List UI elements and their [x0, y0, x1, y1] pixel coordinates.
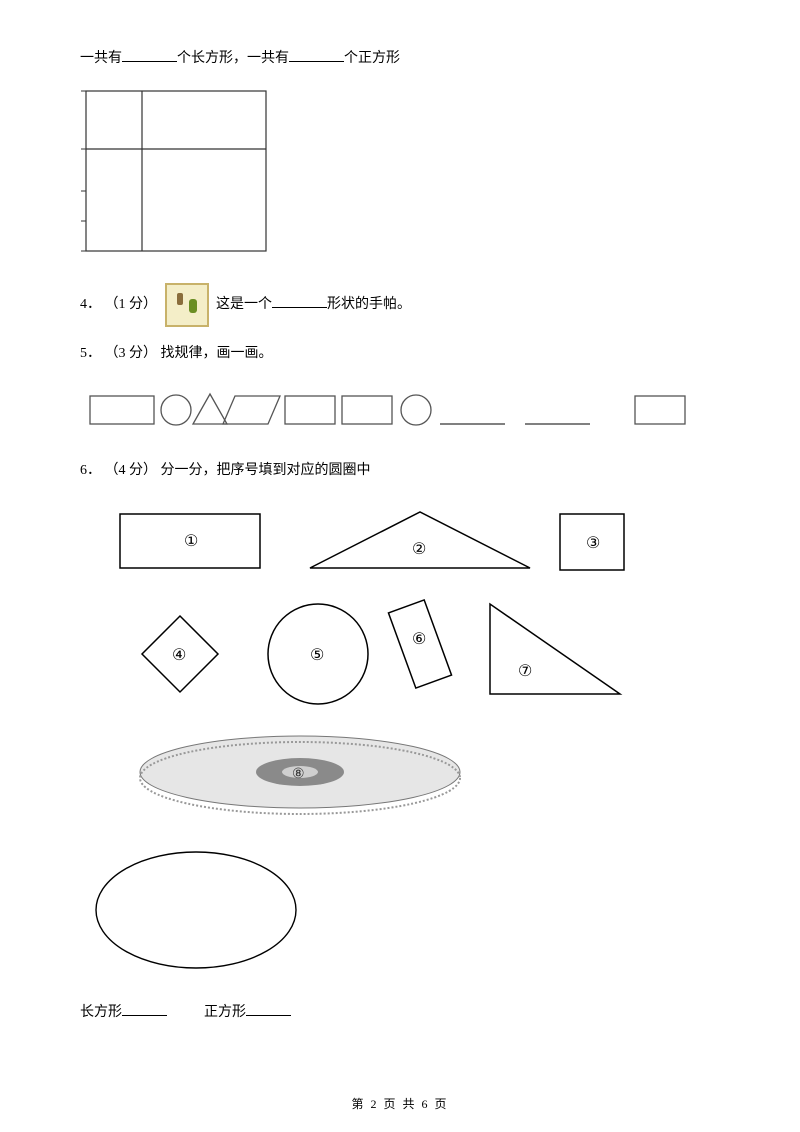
q6-answer-ellipse-svg [90, 844, 310, 984]
q3-prefix: 一共有 [80, 51, 122, 66]
q6-num: 6． [80, 463, 101, 478]
q3-suffix: 个正方形 [344, 51, 400, 66]
q6-shapes-diagram: ① ② ③ ④ ⑤ ⑥ ⑦ [80, 504, 720, 714]
q6-points: （4 分） [105, 463, 158, 478]
page-footer: 第 2 页 共 6 页 [0, 1095, 800, 1112]
q3-blank1[interactable] [122, 47, 177, 62]
q4-line: 4． （1 分） 这是一个 形状的手帕。 [80, 283, 720, 327]
q5-text: 找规律，画一画。 [161, 346, 273, 361]
q3-line: 一共有 个长方形，一共有 个正方形 [80, 46, 720, 71]
rect-blank[interactable] [122, 1001, 167, 1016]
svg-text:⑧: ⑧ [292, 767, 305, 782]
q6-answer-ellipse [90, 844, 720, 984]
q5-points: （3 分） [105, 346, 158, 361]
q6-disc-svg: ⑧ [130, 724, 470, 834]
square-blank[interactable] [246, 1001, 291, 1016]
q4-points: （1 分） [105, 297, 158, 312]
svg-text:④: ④ [172, 647, 186, 664]
svg-text:①: ① [184, 533, 198, 550]
handkerchief-image [165, 283, 209, 327]
svg-text:②: ② [412, 541, 426, 558]
q6-text: 分一分，把序号填到对应的圆圈中 [161, 463, 371, 478]
q4-before: 这是一个 [216, 297, 272, 312]
svg-text:⑤: ⑤ [310, 647, 324, 664]
q4-blank[interactable] [272, 293, 327, 308]
q4-after: 形状的手帕。 [327, 297, 411, 312]
footer-text: 第 2 页 共 6 页 [351, 1097, 448, 1111]
q6-disc-diagram: ⑧ [130, 724, 720, 834]
q4-num: 4． [80, 297, 101, 312]
svg-text:⑥: ⑥ [412, 631, 426, 648]
q5-pattern-diagram [80, 386, 720, 432]
q5-num: 5． [80, 346, 101, 361]
q3-mid: 个长方形，一共有 [177, 51, 289, 66]
q6-answer-labels: 长方形 正方形 [80, 1000, 720, 1025]
svg-text:③: ③ [586, 535, 600, 552]
q6-line: 6． （4 分） 分一分，把序号填到对应的圆圈中 [80, 458, 720, 483]
square-label: 正方形 [204, 1005, 246, 1020]
rect-label: 长方形 [80, 1005, 122, 1020]
q6-shapes-svg: ① ② ③ ④ ⑤ ⑥ ⑦ [80, 504, 700, 714]
q3-grid-diagram [80, 89, 720, 253]
q3-grid-svg [80, 89, 270, 253]
q5-pattern-svg [80, 386, 700, 432]
svg-text:⑦: ⑦ [518, 663, 532, 680]
q3-blank2[interactable] [289, 47, 344, 62]
q5-line: 5． （3 分） 找规律，画一画。 [80, 341, 720, 366]
